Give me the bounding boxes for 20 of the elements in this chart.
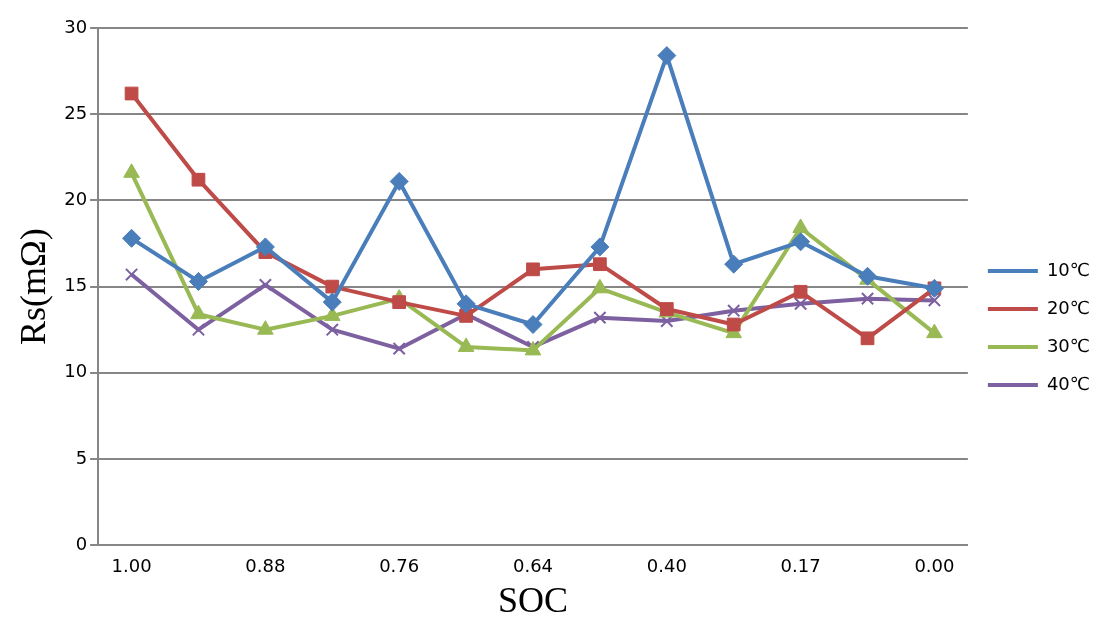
- x-tick-label: 0.17: [780, 554, 821, 576]
- legend-label: 40℃: [1046, 372, 1091, 394]
- y-tick-label: 15: [64, 274, 88, 296]
- y-tick-label: 30: [64, 15, 88, 37]
- y-tick-label: 0: [75, 532, 88, 554]
- x-tick-label: 1.00: [111, 554, 152, 576]
- x-tick-label: 0.40: [646, 554, 687, 576]
- y-axis-title: Rs(mΩ): [13, 228, 54, 345]
- legend-label: 30℃: [1046, 334, 1091, 356]
- y-tick-label: 20: [64, 188, 88, 210]
- y-tick-label: 5: [75, 446, 88, 468]
- x-tick-label: 0.64: [512, 554, 554, 576]
- x-tick-label: 0.76: [379, 554, 420, 576]
- x-axis-title: SOC: [497, 579, 569, 620]
- legend-label: 20℃: [1046, 296, 1091, 318]
- y-tick-label: 25: [64, 101, 88, 123]
- y-tick-label: 10: [64, 360, 88, 382]
- legend-label: 10℃: [1046, 258, 1091, 280]
- x-tick-label: 0.00: [914, 554, 955, 576]
- x-tick-label: 0.88: [245, 554, 286, 576]
